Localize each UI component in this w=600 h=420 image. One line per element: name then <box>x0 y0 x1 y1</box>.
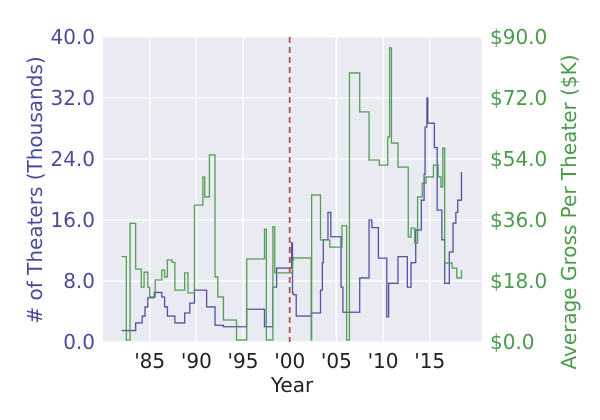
x-tick-label: '05 <box>321 349 352 373</box>
y-left-tick-label: 24.0 <box>50 147 95 171</box>
x-tick-label: '00 <box>274 349 305 373</box>
y-right-tick-label: $0.0 <box>490 330 535 354</box>
avg-gross-series-line <box>121 47 463 341</box>
x-tick-label: '85 <box>134 349 165 373</box>
y-left-tick-label: 40.0 <box>50 25 95 49</box>
x-tick-label: '10 <box>368 349 399 373</box>
y-right-tick-label: $54.0 <box>490 147 547 171</box>
x-tick-label: '15 <box>414 349 445 373</box>
y-left-tick-label: 16.0 <box>50 208 95 232</box>
y-right-tick-label: $18.0 <box>490 269 547 293</box>
y-right-tick-label: $72.0 <box>490 86 547 110</box>
y-left-tick-label: 8.0 <box>63 269 95 293</box>
y-right-tick-label: $36.0 <box>490 208 547 232</box>
y-axis-left-label: # of Theaters (Thousands) <box>23 56 47 323</box>
y-axis-right-label: Average Gross Per Theater ($K) <box>557 54 581 369</box>
y-left-tick-label: 32.0 <box>50 86 95 110</box>
x-tick-label: '90 <box>181 349 212 373</box>
x-axis-label: Year <box>270 373 314 397</box>
tick-labels: '85 '90 '95 '00 '05 '10 '15 0.0 8.0 16.0 24.0 32.0 4… <box>50 25 547 373</box>
grid <box>103 36 482 343</box>
plot-background <box>103 37 482 342</box>
series-lines <box>121 37 463 342</box>
x-tick-label: '95 <box>228 349 259 373</box>
y-right-tick-label: $90.0 <box>490 25 547 49</box>
y-left-tick-label: 0.0 <box>63 330 95 354</box>
